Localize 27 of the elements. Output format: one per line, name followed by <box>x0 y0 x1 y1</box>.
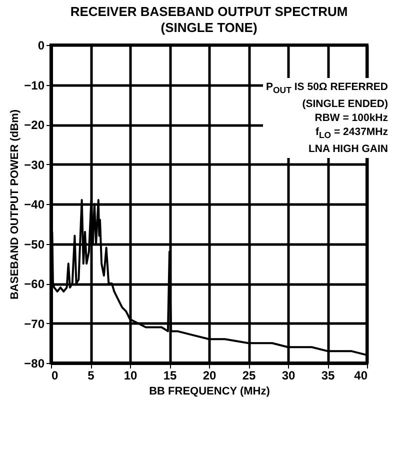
annotation: P$_{OUT}$ IS 50Ω REFERRED <box>266 80 388 98</box>
annotation: LNA HIGH GAIN <box>307 142 388 156</box>
y-tick-label: −60 <box>24 277 45 291</box>
annotation: RBW = 100kHz <box>314 111 388 126</box>
x-tick-label: 40 <box>354 368 368 382</box>
x-tick-label: 30 <box>282 368 296 382</box>
annotation: (SINGLE ENDED) <box>301 97 388 112</box>
y-tick-label: −10 <box>24 78 45 92</box>
y-tick-label: −80 <box>24 356 45 370</box>
y-tick-label: −40 <box>24 198 45 212</box>
y-tick-label: −20 <box>24 118 45 132</box>
y-tick-label: −70 <box>24 316 45 331</box>
x-tick-label: 25 <box>242 368 256 382</box>
x-tick-label: 0 <box>52 368 58 382</box>
x-tick-label: 10 <box>124 368 138 382</box>
y-tick-label: −50 <box>24 237 45 252</box>
x-axis-title: BB FREQUENCY (MHz) <box>149 386 270 398</box>
chart-subtitle: (SINGLE TONE) <box>160 20 258 35</box>
y-tick-label: −30 <box>24 158 45 172</box>
x-tick-label: 5 <box>88 368 95 382</box>
x-tick-label: 35 <box>321 368 335 382</box>
chart-title: RECEIVER BASEBAND OUTPUT SPECTRUM <box>70 4 348 19</box>
y-tick-label: 0 <box>38 38 45 52</box>
annotation: f$_{LO}$ = 2437MHz <box>314 125 388 142</box>
x-tick-label: 15 <box>163 368 177 382</box>
x-tick-label: 20 <box>202 368 216 382</box>
y-axis-title: BASEBAND OUTPUT POWER (dBm) <box>9 109 22 300</box>
